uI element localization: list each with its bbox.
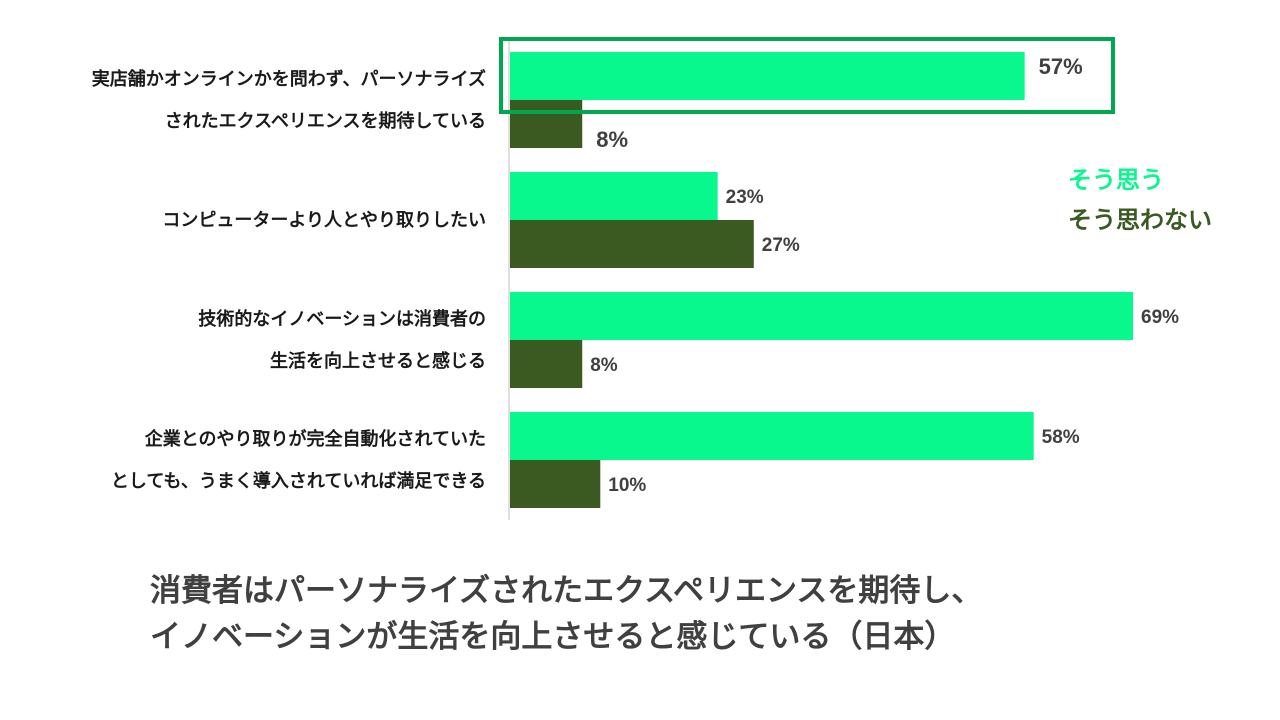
- bar-disagree: [510, 460, 601, 508]
- bar-disagree: [510, 100, 583, 148]
- value-label: 10%: [608, 475, 646, 496]
- bar-chart: 実店舗かオンラインかを問わず、パーソナライズされたエクスペリエンスを期待している…: [92, 37, 1212, 520]
- category-label: としても、うまく導入されていれば満足できる: [111, 470, 486, 492]
- bar-agree: [510, 172, 718, 220]
- category-label: 技術的なイノベーションは消費者の: [198, 308, 486, 330]
- highlight-box: [499, 37, 1115, 114]
- caption-line-1: 消費者はパーソナライズされたエクスペリエンスを期待し、: [150, 573, 983, 609]
- category-label: 企業とのやり取りが完全自動化されていた: [144, 428, 486, 450]
- bar-agree: [510, 412, 1034, 460]
- bar-agree: [510, 292, 1133, 340]
- value-label: 8%: [596, 127, 628, 152]
- value-label: 58%: [1042, 427, 1080, 448]
- legend-disagree: そう思わない: [1068, 206, 1212, 234]
- value-label: 57%: [1039, 54, 1083, 79]
- category-label: 生活を向上させると感じる: [270, 350, 486, 372]
- bar-disagree: [510, 220, 754, 268]
- chart-caption: 消費者はパーソナライズされたエクスペリエンスを期待し、 イノベーションが生活を向…: [150, 568, 1210, 660]
- value-label: 23%: [726, 187, 764, 208]
- bar-agree: [510, 52, 1025, 100]
- caption-line-2: イノベーションが生活を向上させると感じている（日本）: [150, 619, 956, 655]
- category-label: されたエクスペリエンスを期待している: [165, 110, 486, 132]
- bar-disagree: [510, 340, 583, 388]
- category-label: コンピューターより人とやり取りしたい: [162, 210, 486, 231]
- value-label: 27%: [762, 235, 800, 256]
- legend-agree: そう思う: [1068, 166, 1164, 194]
- category-label: 実店舗かオンラインかを問わず、パーソナライズ: [92, 68, 486, 90]
- value-label: 69%: [1141, 307, 1179, 328]
- value-label: 8%: [590, 355, 618, 376]
